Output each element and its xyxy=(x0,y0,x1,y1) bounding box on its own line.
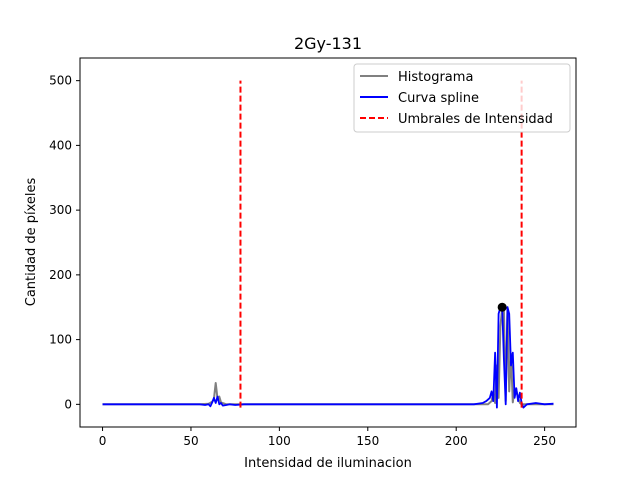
y-tick-label: 500 xyxy=(49,74,72,88)
series-curva-spline-line xyxy=(102,306,554,409)
legend-box xyxy=(353,63,571,133)
axis-ticks: 0 50 100 150 200 250 0 100 200 300 400 500 xyxy=(49,74,556,448)
axes-frame xyxy=(79,57,577,428)
legend-label-curva-spline: Curva spline xyxy=(398,91,479,106)
plot-area xyxy=(102,80,554,409)
peak-marker xyxy=(497,302,507,312)
y-tick-label: 200 xyxy=(49,268,72,282)
x-tick-label: 100 xyxy=(268,434,291,448)
x-tick-label: 0 xyxy=(99,434,107,448)
x-axis-label: Intensidad de iluminacion xyxy=(244,456,412,471)
y-axis-label: Cantidad de píxeles xyxy=(24,178,39,307)
legend-label-histograma: Histograma xyxy=(398,70,473,85)
y-tick-label: 100 xyxy=(49,333,72,347)
chart-title: 2Gy-131 xyxy=(294,34,362,53)
y-tick-label: 400 xyxy=(49,138,72,152)
x-tick-label: 250 xyxy=(533,434,556,448)
legend-label-umbrales: Umbrales de Intensidad xyxy=(398,112,553,127)
y-tick-label: 300 xyxy=(49,203,72,217)
x-tick-label: 50 xyxy=(183,434,198,448)
x-tick-label: 150 xyxy=(356,434,379,448)
x-tick-label: 200 xyxy=(445,434,468,448)
legend: Histograma Curva spline Umbrales de Inte… xyxy=(353,63,571,133)
y-tick-label: 0 xyxy=(64,397,72,411)
